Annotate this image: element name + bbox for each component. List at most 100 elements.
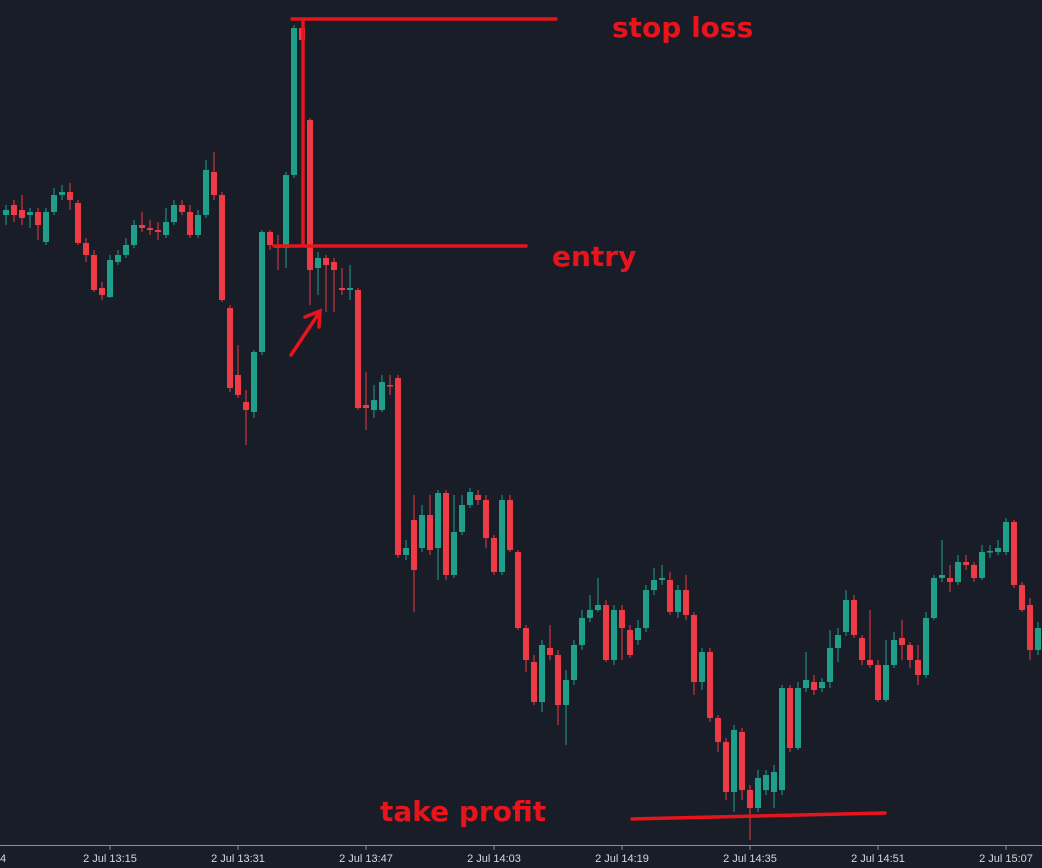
candle-body	[11, 205, 17, 215]
annotation-strokes	[272, 17, 887, 821]
candle-body	[219, 195, 225, 300]
candle-body	[971, 565, 977, 578]
x-tick-label: 2 Jul 13:47	[339, 853, 393, 865]
candle-body	[339, 288, 345, 290]
x-tick-labels: 4 2 Jul 13:15 2 Jul 13:31 2 Jul 13:47 2 Jul …	[0, 853, 1033, 865]
candle-body	[291, 28, 297, 175]
candle-body	[1027, 605, 1033, 650]
stop-loss-label: stop loss	[612, 11, 753, 44]
candle-body	[699, 652, 705, 682]
candle-body	[203, 170, 209, 215]
candle-body	[731, 730, 737, 792]
candle-body	[907, 645, 913, 660]
candle-body	[523, 628, 529, 660]
candle-body	[571, 645, 577, 680]
candle-body	[739, 732, 745, 790]
candle-body	[1003, 522, 1009, 552]
take-profit-label: take profit	[380, 795, 546, 828]
candle-body	[659, 578, 665, 580]
candle-body	[107, 260, 113, 297]
candle-body	[675, 590, 681, 612]
candle-body	[563, 680, 569, 705]
candle-body	[19, 210, 25, 218]
candle-body	[323, 258, 329, 265]
candle-body	[379, 382, 385, 410]
candle-body	[131, 225, 137, 245]
candle-body	[419, 515, 425, 548]
candle-body	[611, 610, 617, 660]
candle-body	[715, 718, 721, 742]
arrow-head	[303, 308, 322, 329]
candle-body	[171, 205, 177, 222]
candle-body	[955, 562, 961, 582]
candle-body	[635, 628, 641, 640]
candle-body	[467, 492, 473, 505]
candle-body	[211, 172, 217, 195]
candle-body	[851, 600, 857, 635]
candle-body	[331, 262, 337, 270]
candle-body	[27, 212, 33, 215]
candle-body	[603, 605, 609, 660]
candle-body	[139, 225, 145, 228]
x-tick-label: 2 Jul 14:51	[851, 853, 905, 865]
candle-body	[115, 255, 121, 262]
x-tick-label: 2 Jul 14:03	[467, 853, 521, 865]
candle-body	[67, 192, 73, 200]
candle-body	[243, 402, 249, 410]
candle-body	[691, 615, 697, 682]
candle-body	[235, 375, 241, 395]
candle-body	[51, 195, 57, 212]
candle-body	[355, 290, 361, 408]
x-tick-label: 2 Jul 15:07	[979, 853, 1033, 865]
candle-body	[427, 515, 433, 550]
candle-body	[875, 665, 881, 700]
candle-body	[811, 682, 817, 690]
x-tick-label: 2 Jul 14:35	[723, 853, 777, 865]
candle-body	[883, 665, 889, 700]
candle-body	[347, 288, 353, 290]
candle-body	[491, 538, 497, 572]
candle-body	[923, 618, 929, 675]
candle-body	[75, 203, 81, 243]
candle-body	[99, 288, 105, 295]
candle-body	[179, 205, 185, 212]
candle-body	[91, 255, 97, 290]
candle-body	[395, 378, 401, 555]
candle-body	[827, 648, 833, 682]
candle-body	[651, 580, 657, 590]
candle-body	[835, 635, 841, 648]
x-tick-label: 2 Jul 14:19	[595, 853, 649, 865]
candle-body	[579, 618, 585, 645]
candle-body	[979, 552, 985, 578]
candle-body	[995, 548, 1001, 552]
candle-body	[35, 212, 41, 225]
candle-body	[555, 655, 561, 705]
candle-body	[195, 215, 201, 235]
candle-body	[507, 500, 513, 550]
candle-body	[779, 688, 785, 790]
candle-body	[371, 400, 377, 410]
x-tick-label: 2 Jul 13:15	[83, 853, 137, 865]
candle-body	[3, 210, 9, 215]
candle-body	[163, 222, 169, 235]
candle-body	[155, 230, 161, 232]
candle-body	[963, 562, 969, 565]
candle-body	[515, 552, 521, 628]
candle-body	[459, 505, 465, 532]
candle-body	[43, 212, 49, 242]
candle-body	[307, 120, 313, 270]
candle-body	[411, 520, 417, 570]
candle-body	[499, 500, 505, 572]
candle-body	[283, 175, 289, 248]
candle-body	[771, 772, 777, 792]
candle-body	[443, 493, 449, 575]
arrow-shaft	[289, 311, 321, 357]
candle-body	[931, 578, 937, 618]
candle-body	[795, 688, 801, 748]
take-profit-line	[630, 811, 887, 821]
candle-body	[123, 245, 129, 255]
candle-body	[187, 212, 193, 235]
candle-body	[403, 548, 409, 555]
candle-body	[227, 308, 233, 388]
